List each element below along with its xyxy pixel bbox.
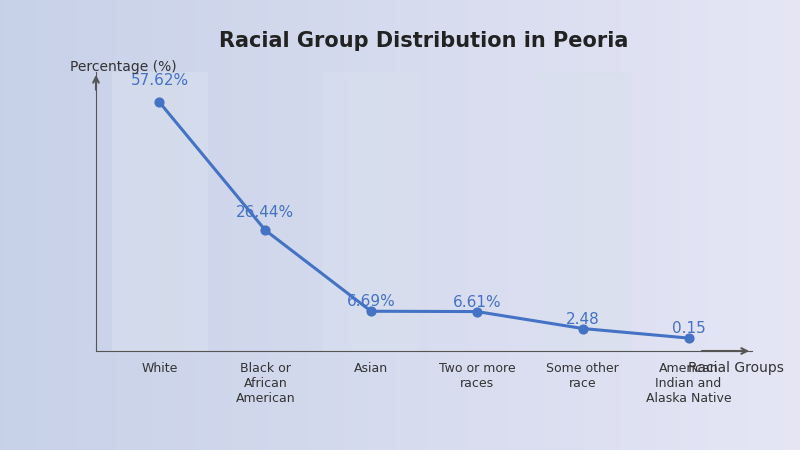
Bar xyxy=(323,72,418,351)
Bar xyxy=(535,72,630,351)
Text: Racial Groups: Racial Groups xyxy=(688,361,784,375)
Text: 2.48: 2.48 xyxy=(566,312,599,327)
Point xyxy=(365,308,378,315)
Text: 57.62%: 57.62% xyxy=(130,73,189,88)
Point xyxy=(153,99,166,106)
Title: Racial Group Distribution in Peoria: Racial Group Distribution in Peoria xyxy=(219,31,629,51)
Text: 6.69%: 6.69% xyxy=(346,294,395,309)
Text: 6.61%: 6.61% xyxy=(453,294,502,310)
Point xyxy=(259,227,272,234)
Point xyxy=(576,325,589,332)
Text: 26.44%: 26.44% xyxy=(236,205,294,220)
Bar xyxy=(112,72,207,351)
Text: Percentage (%): Percentage (%) xyxy=(70,60,176,74)
Point xyxy=(470,308,483,315)
Text: 0.15: 0.15 xyxy=(672,321,706,337)
Point xyxy=(682,334,695,342)
